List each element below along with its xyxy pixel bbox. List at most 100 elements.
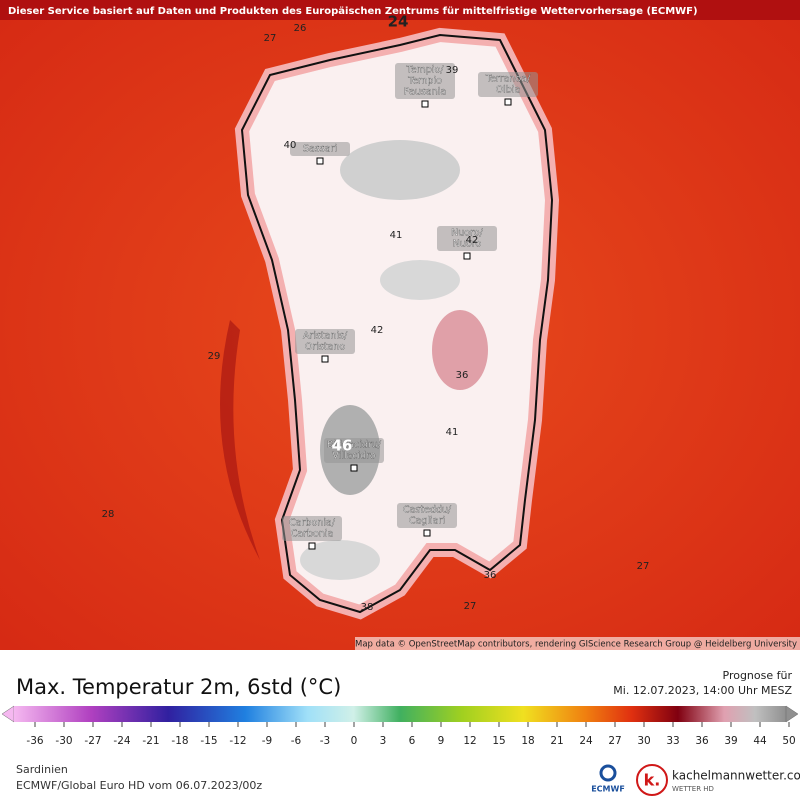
site-sub: WETTER HD bbox=[672, 785, 714, 793]
city-label: Villacidro bbox=[332, 451, 376, 462]
hot-area bbox=[380, 260, 460, 300]
city-marker bbox=[350, 464, 358, 472]
colorbar-tick-label: 39 bbox=[724, 735, 737, 747]
colorbar-tick-label: -36 bbox=[26, 735, 43, 747]
model: ECMWF/Global Euro HD vom 06.07.2023/00z bbox=[16, 779, 262, 792]
site: kachelmannwetter.com bbox=[672, 769, 800, 783]
colorbar-tick-label: -12 bbox=[229, 735, 246, 747]
region: Sardinien bbox=[16, 763, 68, 776]
colorbar-tick-label: 36 bbox=[695, 735, 709, 747]
colorbar-tick-label: -27 bbox=[84, 735, 101, 747]
city-label-bg bbox=[324, 438, 384, 463]
contour-label: 40 bbox=[284, 140, 297, 151]
city-label: Nuoro bbox=[453, 239, 482, 250]
contour-label: 41 bbox=[446, 427, 459, 438]
city-label-bg bbox=[397, 503, 457, 528]
colorbar-tick-label: 50 bbox=[782, 735, 795, 747]
attribution: Map data © OpenStreetMap contributors, r… bbox=[355, 640, 797, 650]
hot-area bbox=[340, 140, 460, 200]
city-label-bg bbox=[478, 72, 538, 97]
contour-label: 28 bbox=[102, 509, 115, 520]
colorbar bbox=[14, 706, 786, 722]
colorbar-tick-label: 18 bbox=[521, 735, 534, 747]
contour-label: 26 bbox=[294, 23, 307, 34]
city-label-bg bbox=[437, 226, 497, 251]
city-label: Tempio/ bbox=[406, 65, 445, 76]
city-label: Aristanis/ bbox=[303, 331, 348, 342]
contour-label: 36 bbox=[456, 370, 469, 381]
colorbar-tick-label: -21 bbox=[142, 735, 159, 747]
city-label: Oristano bbox=[305, 342, 346, 353]
city-label: Tempio bbox=[407, 76, 442, 87]
colorbar-tick-label: -6 bbox=[291, 735, 302, 747]
colorbar-tick-label: 3 bbox=[380, 735, 387, 747]
colorbar-tick-label: 12 bbox=[463, 735, 476, 747]
city-label-bg bbox=[395, 63, 455, 99]
city-label-bg bbox=[290, 142, 350, 156]
city-marker bbox=[316, 157, 324, 165]
contour-label: 36 bbox=[484, 570, 497, 581]
city-label: Sassari bbox=[303, 144, 337, 155]
colorbar-tick-label: 15 bbox=[492, 735, 505, 747]
forecast-time: Mi. 12.07.2023, 14:00 Uhr MESZ bbox=[613, 684, 792, 697]
colorbar-tick-label: 9 bbox=[438, 735, 445, 747]
title: Max. Temperatur 2m, 6std (°C) bbox=[16, 675, 341, 699]
site-icon bbox=[636, 764, 668, 796]
city-label-bg bbox=[282, 516, 342, 541]
colorbar-tick-label: -18 bbox=[171, 735, 188, 747]
colorbar-arrow bbox=[1, 705, 15, 723]
site-logo: k. bbox=[644, 771, 661, 790]
colorbar-tick-label: 0 bbox=[351, 735, 358, 747]
contour-label: 24 bbox=[388, 13, 409, 31]
contour-label: 39 bbox=[446, 65, 459, 76]
city-label: Cagliari bbox=[409, 516, 445, 527]
colorbar-tick-label: 6 bbox=[409, 735, 416, 747]
colorbar-tick-label: -9 bbox=[262, 735, 272, 747]
city-label: Nuoro/ bbox=[451, 228, 483, 239]
cooler-area bbox=[432, 310, 488, 390]
contour-label: 38 bbox=[361, 602, 374, 613]
city-marker bbox=[308, 542, 316, 550]
colorbar-tick-label: 44 bbox=[753, 735, 767, 747]
city-marker bbox=[463, 252, 471, 260]
contour-label: 29 bbox=[208, 351, 221, 362]
notice: Dieser Service basiert auf Daten und Pro… bbox=[8, 6, 698, 17]
city-marker bbox=[423, 529, 431, 537]
hot-area bbox=[300, 540, 380, 580]
city-label: Olbia bbox=[496, 85, 521, 96]
colorbar-tick-label: -3 bbox=[320, 735, 330, 747]
city-label-bg bbox=[295, 329, 355, 354]
contour-label: 27 bbox=[264, 33, 277, 44]
colorbar-tick-label: 21 bbox=[550, 735, 563, 747]
colorbar-tick-label: -24 bbox=[113, 735, 130, 747]
attribution-bg bbox=[355, 637, 800, 650]
coastline bbox=[240, 33, 554, 614]
city-label: Pausania bbox=[404, 87, 446, 98]
forecast-label: Prognose für bbox=[723, 669, 793, 682]
city-label: Carbonia bbox=[291, 529, 334, 540]
contour-label: 42 bbox=[466, 235, 479, 246]
contour-label: 46 bbox=[332, 437, 353, 455]
contour-label: 27 bbox=[637, 561, 650, 572]
colorbar-tick-label: 33 bbox=[666, 735, 679, 747]
colorbar-tick-label: -30 bbox=[55, 735, 72, 747]
colorbar-tick-label: -15 bbox=[200, 735, 217, 747]
notice-bar bbox=[0, 0, 800, 20]
ecmwf-icon bbox=[599, 764, 617, 782]
city-label: Terranoa/ bbox=[485, 74, 531, 85]
cool-area bbox=[220, 320, 260, 560]
city-label: Biddacidru/ bbox=[327, 440, 382, 451]
contour-label: 42 bbox=[371, 325, 384, 336]
colorbar-tick-label: 27 bbox=[608, 735, 621, 747]
city-label: Casteddu/ bbox=[403, 505, 452, 516]
city-marker bbox=[504, 98, 512, 106]
city-marker bbox=[321, 355, 329, 363]
city-label: Carbonia/ bbox=[289, 518, 336, 529]
contour-label: 41 bbox=[390, 230, 403, 241]
colorbar-tick-label: 24 bbox=[579, 735, 593, 747]
ecmwf-logo: ECMWF bbox=[591, 785, 625, 794]
contour-label: 27 bbox=[464, 601, 477, 612]
colorbar-tick-label: 30 bbox=[637, 735, 650, 747]
